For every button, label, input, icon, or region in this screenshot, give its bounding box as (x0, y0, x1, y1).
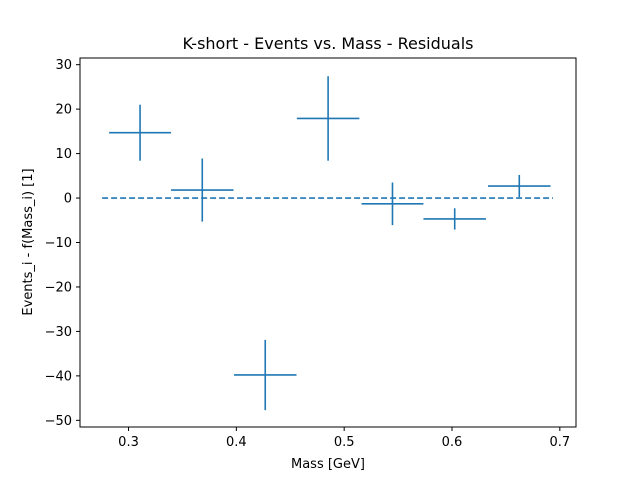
x-tick-label: 0.4 (226, 435, 247, 450)
y-tick-label: 20 (55, 103, 72, 118)
y-tick-label: −10 (45, 236, 72, 251)
y-tick-label: −50 (45, 414, 72, 429)
x-axis-label: Mass [GeV] (291, 457, 365, 472)
x-axis: 0.3 0.4 0.5 0.6 0.7 (118, 427, 570, 450)
y-tick-label: 10 (55, 147, 72, 162)
x-tick-label: 0.5 (334, 435, 355, 450)
y-tick-label: −20 (45, 280, 72, 295)
x-tick-label: 0.3 (118, 435, 139, 450)
chart-title: K-short - Events vs. Mass - Residuals (182, 34, 473, 53)
data-point-1 (109, 104, 172, 161)
x-tick-label: 0.7 (549, 435, 570, 450)
y-tick-label: −40 (45, 369, 72, 384)
data-point-4 (296, 76, 360, 161)
data-point-6 (423, 208, 486, 230)
x-tick-label: 0.6 (442, 435, 463, 450)
data-point-2 (171, 158, 234, 222)
plot-area (102, 76, 554, 411)
data-point-7 (488, 174, 551, 198)
y-axis-label: Events_i - f(Mass_i) [1] (21, 168, 36, 315)
data-point-5 (361, 182, 424, 226)
y-tick-label: 30 (55, 58, 72, 73)
y-axis: 30 20 10 0 −10 −20 −30 −40 −50 (45, 58, 80, 429)
y-tick-label: 0 (64, 192, 72, 207)
data-point-3 (233, 339, 297, 411)
y-tick-label: −30 (45, 325, 72, 340)
